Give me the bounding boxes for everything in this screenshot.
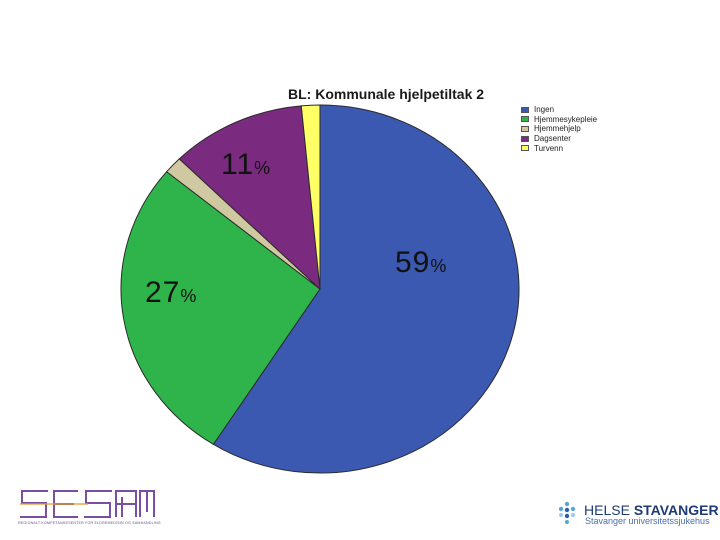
- legend-label: Hjemmesykepleie: [534, 114, 598, 124]
- data-label-number: 11: [221, 148, 255, 181]
- legend-label: Turvenn: [534, 143, 564, 153]
- legend-item-turvenn: Turvenn: [521, 143, 597, 153]
- data-label-unit: %: [180, 286, 197, 306]
- legend: Ingen Hjemmesykepleie Hjemmehjelp Dagsen…: [521, 105, 597, 153]
- legend-label: Hjemmehjelp: [534, 124, 581, 134]
- data-label-ingen: 59%: [395, 246, 446, 280]
- pie-slice-ingen: [212, 104, 520, 474]
- data-label-unit: %: [254, 158, 271, 178]
- legend-label: Ingen: [534, 105, 555, 115]
- helse-stavanger-icon: [558, 501, 576, 524]
- legend-swatch: [521, 145, 529, 152]
- legend-swatch: [521, 135, 529, 142]
- legend-item-ingen: Ingen: [521, 105, 597, 115]
- legend-swatch: [521, 116, 529, 123]
- helse-stavanger-name-regular: HELSE: [584, 502, 634, 518]
- data-label-hjemmesykepleie: 27%: [145, 276, 196, 310]
- legend-swatch: [521, 106, 529, 113]
- pie-slice-dagsenter: [178, 105, 321, 291]
- data-label-dagsenter: 11%: [221, 148, 270, 182]
- pie-slices: [120, 104, 520, 474]
- helse-stavanger-name-bold: STAVANGER: [633, 502, 719, 518]
- legend-label: Dagsenter: [534, 134, 571, 144]
- legend-item-hjemmehjelp: Hjemmehjelp: [521, 124, 597, 134]
- sesam-logo: [20, 490, 155, 518]
- chart-title: BL: Kommunale hjelpetiltak 2: [288, 86, 485, 102]
- data-label-unit: %: [430, 256, 447, 276]
- pie-slice-turvenn: [300, 104, 321, 290]
- sesam-subtitle: REGIONALT KOMPETANSESENTER FOR ELDREMEDI…: [18, 521, 161, 525]
- pie-slice-hjemmesykepleie: [120, 171, 321, 446]
- helse-stavanger-name: HELSE STAVANGER: [584, 502, 719, 518]
- legend-item-hjemmesykepleie: Hjemmesykepleie: [521, 115, 597, 125]
- legend-item-dagsenter: Dagsenter: [521, 134, 597, 144]
- legend-swatch: [521, 125, 529, 132]
- data-label-number: 27: [145, 276, 181, 309]
- data-label-number: 59: [395, 246, 431, 279]
- helse-stavanger-subtitle: Stavanger universitetssjukehus: [585, 516, 710, 526]
